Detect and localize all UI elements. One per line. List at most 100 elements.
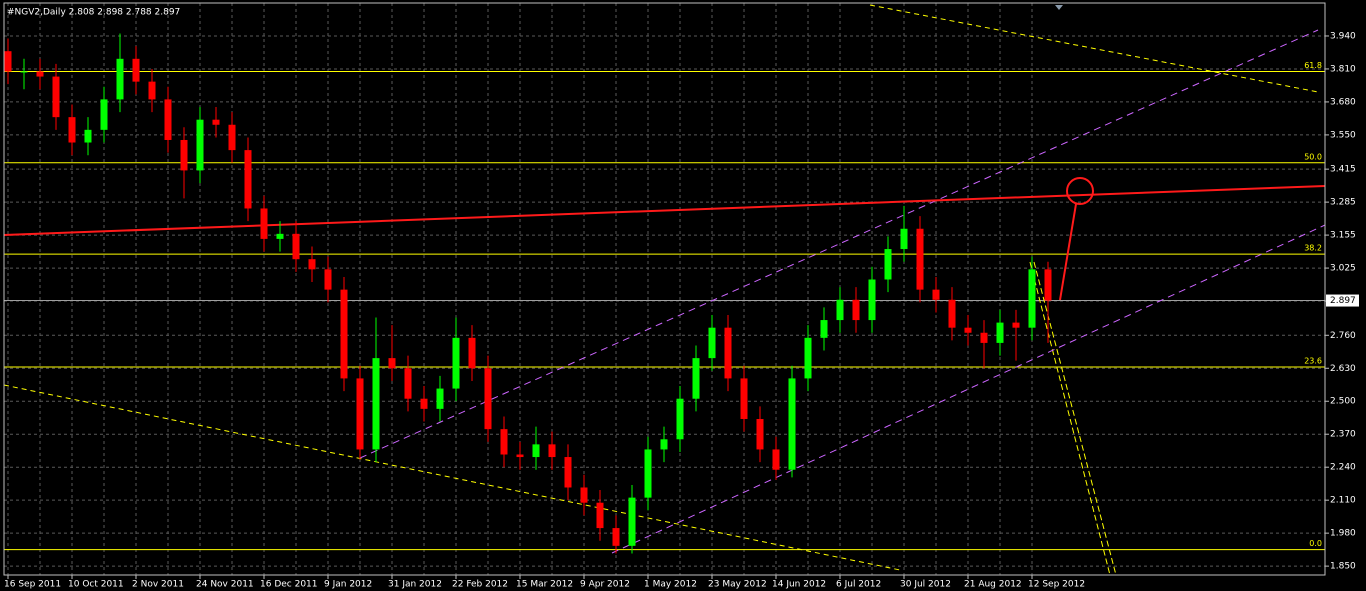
candle-body — [228, 124, 236, 151]
candle-body — [276, 233, 284, 239]
candle-body — [724, 327, 732, 379]
fib-label: 0.0 — [1309, 539, 1322, 548]
x-tick-label: 12 Sep 2012 — [1028, 580, 1085, 590]
candle-body — [740, 378, 748, 419]
x-tick-label: 16 Sep 2011 — [4, 580, 61, 590]
candle-body — [884, 249, 892, 280]
y-tick-label: 3.285 — [1330, 198, 1356, 208]
candle-body — [772, 449, 780, 470]
candle-body — [308, 259, 316, 270]
candle-body — [804, 337, 812, 379]
candle-body — [52, 76, 60, 118]
resistance-line — [3, 185, 1326, 236]
y-tick-label: 2.240 — [1330, 463, 1356, 473]
chart-title: #NGV2,Daily 2.808 2.898 2.788 2.897 — [7, 8, 180, 18]
x-tick-label: 16 Dec 2011 — [260, 580, 318, 590]
arrow-line — [1059, 203, 1077, 301]
y-tick-label: 3.810 — [1330, 64, 1356, 74]
candle-body — [788, 378, 796, 470]
candle-body — [708, 327, 716, 359]
candle-body — [116, 58, 124, 100]
y-tick-label: 1.850 — [1330, 562, 1356, 572]
candle-body — [404, 368, 412, 399]
candle-body — [868, 279, 876, 321]
candle-body — [484, 368, 492, 430]
candle-body — [628, 497, 636, 546]
candle-body — [388, 358, 396, 369]
candle-body — [1028, 269, 1036, 328]
candle-body — [68, 117, 76, 143]
candle-body — [4, 51, 12, 72]
candle-body — [612, 528, 620, 546]
candle-body — [596, 502, 604, 529]
y-tick-label: 3.550 — [1330, 130, 1356, 140]
y-tick-label: 3.025 — [1330, 264, 1356, 274]
candle-body — [980, 332, 988, 343]
candle-body — [548, 444, 556, 458]
candle-body — [996, 322, 1004, 343]
candle-body — [212, 119, 220, 125]
target-circle — [1066, 177, 1094, 205]
candle-body — [36, 71, 44, 77]
candle-body — [420, 398, 428, 409]
y-tick-label: 2.760 — [1330, 331, 1356, 341]
price-tag-label: 2.897 — [1330, 296, 1356, 306]
candle-body — [1012, 322, 1020, 328]
candle-body — [132, 58, 140, 82]
candle-body — [436, 388, 444, 409]
candle-body — [852, 299, 860, 321]
y-tick-label: 3.940 — [1330, 31, 1356, 41]
x-tick-label: 9 Jan 2012 — [324, 580, 372, 590]
y-tick-label: 2.370 — [1330, 430, 1356, 440]
candle-body — [356, 378, 364, 450]
candle-body — [756, 419, 764, 450]
x-tick-label: 2 Nov 2011 — [132, 580, 184, 590]
candle-body — [580, 487, 588, 503]
fib-label: 38.2 — [1304, 244, 1322, 253]
fib-label: 61.8 — [1304, 61, 1322, 70]
trend-line — [869, 4, 1319, 93]
candle-body — [836, 299, 844, 321]
candles — [4, 33, 1052, 554]
x-tick-label: 6 Jul 2012 — [836, 580, 881, 590]
candle-body — [900, 228, 908, 250]
candle-body — [148, 81, 156, 100]
candle-body — [916, 228, 924, 290]
y-tick-label: 2.500 — [1330, 397, 1356, 407]
candle-body — [692, 358, 700, 399]
candle-body — [964, 327, 972, 333]
channel-line — [359, 29, 1319, 459]
y-tick-label: 1.980 — [1330, 529, 1356, 539]
candle-body — [164, 99, 172, 140]
candle-body — [932, 289, 940, 300]
candle-body — [948, 299, 956, 328]
y-tick-label: 3.155 — [1330, 231, 1356, 241]
candle-body — [340, 289, 348, 379]
x-tick-label: 22 Feb 2012 — [452, 580, 508, 590]
candle-body — [244, 150, 252, 209]
candle-body — [532, 444, 540, 458]
candle-body — [452, 337, 460, 389]
candle-body — [84, 129, 92, 143]
candle-body — [292, 233, 300, 260]
candle-body — [660, 439, 668, 450]
plot-border — [3, 2, 1326, 576]
x-tick-label: 9 Apr 2012 — [580, 580, 630, 590]
x-tick-label: 24 Nov 2011 — [196, 580, 254, 590]
candle-body — [564, 457, 572, 488]
price-tag — [1326, 294, 1359, 307]
candle-body — [644, 449, 652, 498]
fib-label: 23.6 — [1304, 357, 1322, 366]
candle-body — [372, 358, 380, 450]
y-tick-label: 2.110 — [1330, 496, 1356, 506]
y-tick-label: 3.415 — [1330, 165, 1356, 175]
candle-body — [516, 454, 524, 458]
candle-body — [500, 429, 508, 455]
x-tick-label: 1 May 2012 — [644, 580, 697, 590]
candle-body — [100, 99, 108, 130]
candle-body — [20, 71, 28, 73]
y-tick-label: 2.630 — [1330, 364, 1356, 374]
candle-body — [324, 269, 332, 290]
candle-body — [196, 119, 204, 171]
